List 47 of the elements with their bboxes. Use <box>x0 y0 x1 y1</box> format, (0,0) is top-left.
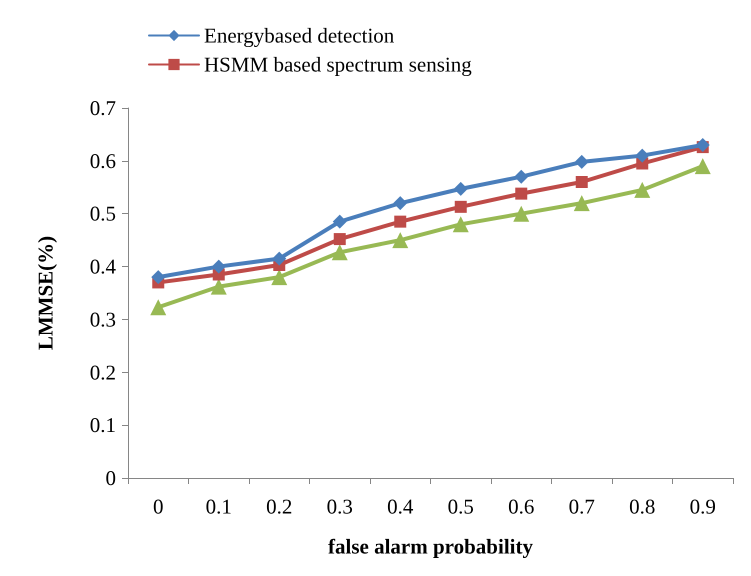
x-tick-label: 0.7 <box>568 494 595 518</box>
point <box>271 269 288 286</box>
point <box>574 195 590 212</box>
point <box>694 158 711 174</box>
point <box>576 176 588 188</box>
x-tick-label: 0.9 <box>690 494 716 518</box>
y-tick-label: 0.4 <box>90 254 116 279</box>
x-tick-label: 0.8 <box>629 494 656 518</box>
x-axis-title: false alarm probability <box>328 534 534 558</box>
x-tick-label: 0.5 <box>448 494 474 518</box>
point <box>514 170 528 184</box>
y-tick-label: 0.3 <box>90 307 116 332</box>
x-tick-label: 0.2 <box>266 494 292 518</box>
point <box>393 196 408 210</box>
legend-label: HSMM based spectrum sensing <box>204 52 472 76</box>
y-tick-label: 0.1 <box>90 413 116 438</box>
x-tick-label: 0.4 <box>387 494 414 518</box>
x-tick-label: 0.6 <box>508 494 534 518</box>
point <box>392 232 408 248</box>
point <box>394 216 406 228</box>
y-tick-label: 0.7 <box>90 96 116 120</box>
point <box>513 206 530 222</box>
point <box>634 182 650 198</box>
point <box>332 244 348 260</box>
point <box>212 260 226 274</box>
x-tick-label: 0 <box>153 494 164 518</box>
point <box>150 299 166 316</box>
x-tick-label: 0.1 <box>206 494 232 518</box>
point <box>454 200 467 213</box>
point <box>574 154 589 169</box>
point <box>334 233 346 246</box>
point <box>515 188 528 200</box>
point <box>332 214 347 229</box>
point <box>696 138 710 152</box>
point <box>272 252 286 266</box>
x-tick-label: 0.3 <box>326 494 353 518</box>
y-tick-label: 0.6 <box>90 148 116 173</box>
y-axis-title: LMMSE(%) <box>34 236 58 350</box>
y-tick-label: 0 <box>106 466 116 490</box>
y-tick-label: 0.2 <box>90 360 116 384</box>
point <box>635 148 650 163</box>
y-tick-label: 0.5 <box>90 202 116 226</box>
point <box>452 216 469 232</box>
point <box>151 270 166 284</box>
point <box>210 278 227 295</box>
legend-label: Energybased detection <box>204 24 395 48</box>
point <box>454 182 468 196</box>
